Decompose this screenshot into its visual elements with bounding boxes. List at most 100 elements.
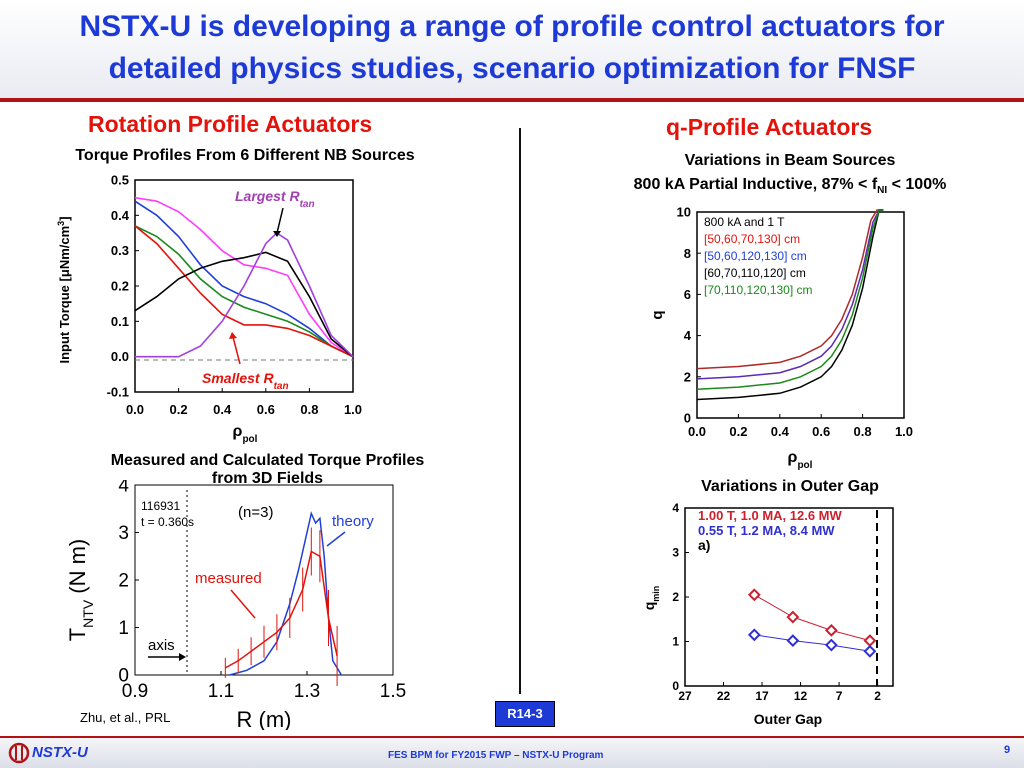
c3-xtick-label: 0.2 <box>729 424 747 439</box>
c4-marker <box>747 588 761 602</box>
mode-number-label: (n=3) <box>238 504 273 521</box>
chart2-title: Measured and Calculated Torque Profiles … <box>110 452 425 487</box>
c4-series-0 <box>754 594 871 642</box>
c3-xtick-label: 0.6 <box>812 424 830 439</box>
q-profile-actuators-heading: q-Profile Actuators <box>666 114 873 140</box>
column-divider <box>519 128 521 694</box>
c3-xtick-label: 0.8 <box>854 424 872 439</box>
c3-ytick-label: 8 <box>684 246 691 261</box>
legend-header: 800 kA and 1 T <box>704 215 785 229</box>
chart4-title: Variations in Outer Gap <box>701 478 879 495</box>
c4-ytick-label: 2 <box>672 590 679 604</box>
chart2-xlabel: R (m) <box>237 707 292 730</box>
c3-ytick-label: 4 <box>684 328 692 343</box>
chart3-ylabel: q <box>649 310 666 319</box>
legend-high-field: 1.00 T, 1.0 MA, 12.6 MW <box>698 508 843 523</box>
largest-rtan-arrowhead <box>273 231 281 237</box>
c2-xtick-label: 0.9 <box>122 681 148 702</box>
c4-marker <box>786 610 800 624</box>
chart2-ylabel: TNTV (N m) <box>65 539 96 642</box>
c1-xtick-label: 0.4 <box>213 402 232 417</box>
c1-xtick-label: 0.6 <box>257 402 275 417</box>
chart4-ylabel: qmin <box>641 586 661 611</box>
rotation-actuators-heading: Rotation Profile Actuators <box>88 111 373 137</box>
c4-marker <box>747 628 761 642</box>
c1-ytick-label: -0.1 <box>107 385 129 400</box>
c4-xtick-label: 12 <box>794 689 808 703</box>
legend-item-3: [60,70,110,120] cm <box>704 266 806 280</box>
r14-3-button[interactable]: R14-3 <box>495 701 555 727</box>
c3-xtick-label: 0.4 <box>771 424 790 439</box>
chart3-legend: 800 kA and 1 T [50,60,70,130] cm [50,60,… <box>704 215 813 297</box>
c3-series-2 <box>696 209 884 401</box>
c4-marker <box>824 623 838 637</box>
chart3-subtitle: 800 kA Partial Inductive, 87% < fNI < 10… <box>633 176 947 197</box>
c4-xtick-label: 7 <box>836 689 843 703</box>
c2-ytick-label: 0 <box>118 666 129 687</box>
c1-xtick-label: 0.2 <box>170 402 188 417</box>
c1-series-0 <box>134 196 354 358</box>
c1-series-3 <box>134 225 354 358</box>
c1-ytick-label: 0.0 <box>111 349 129 364</box>
measured-label: measured <box>195 570 262 587</box>
c1-ytick-label: 0.2 <box>111 279 129 294</box>
c3-ytick-label: 6 <box>684 287 691 302</box>
c3-xtick-label: 0.0 <box>688 424 706 439</box>
footer-bar <box>0 738 1024 768</box>
theory-arrow <box>326 531 346 547</box>
footer-logo-text: NSTX-U <box>32 744 88 761</box>
page-number: 9 <box>1004 744 1011 756</box>
c3-series-1 <box>696 209 884 380</box>
ntv-torque-chart: 0.9 1.1 1.3 1.5 0 1 2 3 4 TNTV (N m) R (m) 11693… <box>65 480 406 730</box>
largest-rtan-arrow <box>276 207 284 234</box>
c1-ytick-label: 0.3 <box>111 243 129 258</box>
c1-ytick-label: 0.5 <box>111 173 129 188</box>
c1-series-5 <box>135 231 354 358</box>
c1-xtick-label: 1.0 <box>344 402 362 417</box>
legend-item-2: [50,60,120,130] cm <box>704 249 807 263</box>
c4-marker <box>824 638 838 652</box>
c2-ytick-label: 4 <box>118 480 129 497</box>
c3-ytick-label: 2 <box>684 369 691 384</box>
c2-ytick-label: 2 <box>118 571 129 592</box>
smallest-rtan-arrowhead <box>229 332 237 339</box>
c1-series-1 <box>134 200 354 358</box>
c4-xtick-label: 22 <box>717 689 731 703</box>
c1-xtick-label: 0.0 <box>126 402 144 417</box>
c4-xtick-label: 2 <box>874 689 881 703</box>
c3-series-0 <box>696 209 884 370</box>
c4-ytick-label: 4 <box>672 501 679 515</box>
chart1-ylabel: Input Torque [μNm/cm3] <box>56 216 72 363</box>
c3-ytick-label: 0 <box>684 411 691 426</box>
c3-series-3 <box>696 209 884 390</box>
c4-ytick-label: 0 <box>672 679 679 693</box>
largest-rtan-label: Largest Rtan <box>235 188 315 210</box>
panel-label: a) <box>698 537 710 553</box>
c2-xtick-label: 1.1 <box>208 681 234 702</box>
c4-ytick-label: 1 <box>672 635 679 649</box>
c3-xtick-label: 1.0 <box>895 424 913 439</box>
c1-series-4 <box>134 251 354 358</box>
footer-text: FES BPM for FY2015 FWP – NSTX-U Program <box>388 750 604 761</box>
chart4-frame <box>684 507 894 687</box>
axis-arrowhead <box>179 653 186 661</box>
title-bar <box>0 0 1024 98</box>
c3-ytick-label: 10 <box>677 205 691 220</box>
measured-arrow <box>230 589 256 619</box>
slide-title-line1: NSTX-U is developing a range of profile … <box>79 10 945 43</box>
title-divider <box>0 98 1024 102</box>
citation: Zhu, et al., PRL <box>80 710 171 725</box>
c2-ytick-label: 1 <box>118 618 129 639</box>
c4-series-1 <box>754 634 870 652</box>
legend-low-field: 0.55 T, 1.2 MA, 8.4 MW <box>698 523 835 538</box>
legend-item-4: [70,110,120,130] cm <box>704 283 813 297</box>
chart1-xlabel: ρpol <box>233 423 258 445</box>
slide-title: NSTX-U is developing a range of profile … <box>0 6 1024 90</box>
c4-marker <box>786 634 800 648</box>
c4-ytick-label: 3 <box>672 546 679 560</box>
shot-number: 116931 <box>141 499 180 513</box>
chart3-xlabel: ρpol <box>788 449 813 470</box>
shot-time: t = 0.360s <box>141 515 194 529</box>
c2-xtick-label: 1.3 <box>294 681 320 702</box>
